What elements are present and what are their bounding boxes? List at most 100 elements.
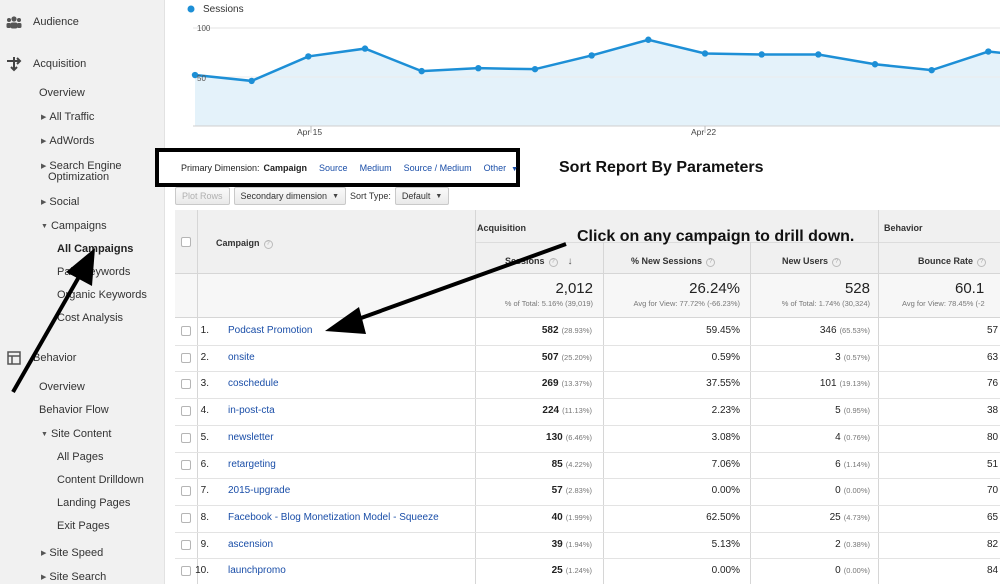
select-all-checkbox[interactable] [181,237,191,247]
sidebar-item-all-traffic[interactable]: ▶ All Traffic [41,111,94,124]
sessions-point[interactable] [305,53,312,60]
campaign-link[interactable]: 2015-upgrade [228,485,291,497]
row-checkbox[interactable] [181,512,191,523]
campaign-link[interactable]: ascension [228,538,274,550]
help-icon[interactable]: ? [977,258,987,267]
campaign-link[interactable]: onsite [228,351,255,363]
sessions-point[interactable] [361,45,369,52]
help-icon[interactable]: ? [706,258,716,267]
group-header-acquisition: Acquisition [477,223,526,233]
sidebar-item-site-search[interactable]: ▶ Site Search [41,571,106,584]
campaign-link[interactable]: in-post-cta [228,405,275,417]
sessions-point[interactable] [531,65,539,73]
sessions-point[interactable] [985,48,992,55]
sort-type-dropdown[interactable]: Default ▼ [394,187,450,205]
sidebar-item-landing-pages[interactable]: Landing Pages [57,497,131,509]
row-number: 1. [200,325,209,336]
sessions-point[interactable] [248,77,255,85]
sessions-point[interactable] [191,71,199,79]
row-checkbox[interactable] [181,406,191,417]
campaign-link[interactable]: launchpromo [228,565,286,577]
col-header-new-sessions[interactable]: % New Sessions? [631,256,716,267]
sidebar-item-organic-keywords[interactable]: Organic Keywords [57,289,147,301]
row-checkbox[interactable] [181,326,191,336]
cell-bounce-rate: 80 [987,431,999,443]
primary-dimension-source-medium[interactable]: Source / Medium [403,162,472,173]
sidebar-item-campaigns[interactable]: ▼ Campaigns [41,220,107,233]
campaign-link[interactable]: retargeting [228,458,276,470]
row-checkbox[interactable] [181,432,191,443]
primary-dimension-current[interactable]: Campaign [263,162,308,173]
plot-rows-button[interactable]: Plot Rows [175,187,230,205]
sidebar-item-social[interactable]: ▶ Social [41,196,79,209]
sidebar-item-site-content[interactable]: ▼ Site Content [41,428,111,441]
col-header-campaign[interactable]: Campaign? [216,238,273,249]
col-header-new-users[interactable]: New Users? [782,256,842,267]
primary-dimension-other[interactable]: Other ▼ [484,163,518,173]
sessions-value: 582 [541,325,559,336]
sidebar-label-audience: Audience [33,16,79,28]
help-icon[interactable]: ? [832,258,842,267]
sessions-point[interactable] [815,51,822,58]
sidebar-item-overview[interactable]: Overview [39,87,85,99]
expand-triangle-icon: ▶ [41,138,47,145]
sidebar-item-all-campaigns[interactable]: All Campaigns [57,243,134,255]
campaign-table: Campaign? Acquisition Behavior Sessions?… [175,210,1000,584]
col-line [197,210,198,584]
sessions-point[interactable] [418,67,425,75]
sessions-point[interactable] [475,64,482,72]
row-checkbox[interactable] [181,352,191,363]
cell-sessions: 582 (28.93%) [542,325,592,336]
sidebar-item-all-pages[interactable]: All Pages [57,451,104,463]
sidebar-item-behavior-overview[interactable]: Overview [39,381,85,393]
sidebar-item-paid-keywords[interactable]: Paid Keywords [57,266,131,278]
campaign-link[interactable]: Facebook - Blog Monetization Model - Squ… [228,511,439,523]
row-checkbox[interactable] [181,539,191,550]
sidebar-item-content-drilldown[interactable]: Content Drilldown [57,474,144,486]
people-icon [6,14,22,30]
sessions-point[interactable] [758,51,765,58]
sidebar-item-seo[interactable]: ▶ Search Engine [41,160,122,173]
sidebar-item-behavior-flow[interactable]: Behavior Flow [39,404,109,416]
row-checkbox[interactable] [181,459,191,470]
sidebar-section-behavior[interactable]: Behavior [0,350,76,366]
sidebar-item-adwords[interactable]: ▶ AdWords [41,135,94,148]
expand-triangle-icon: ▶ [41,574,47,581]
sidebar-item-site-speed[interactable]: ▶ Site Speed [41,547,103,560]
cell-new-sessions: 37.55% [706,378,740,390]
sidebar-section-audience[interactable]: Audience [0,14,79,30]
row-checkbox[interactable] [181,566,191,577]
sessions-point[interactable] [588,52,595,59]
sessions-point[interactable] [871,61,879,68]
campaign-link[interactable]: newsletter [228,431,274,443]
primary-dimension-source[interactable]: Source [319,162,348,173]
total-sessions-sub: % of Total: 5.16% (39,019) [504,299,593,308]
cell-bounce-rate: 63 [987,351,999,363]
chevron-down-icon: ▼ [511,165,519,173]
primary-dimension-medium[interactable]: Medium [359,162,392,173]
sessions-value: 130 [546,431,563,443]
sidebar-item-cost-analysis[interactable]: Cost Analysis [57,312,124,324]
help-icon[interactable]: ? [263,240,273,249]
row-checkbox[interactable] [181,486,191,497]
new-users-percent: (19.13%) [839,379,870,389]
sessions-point[interactable] [701,50,709,57]
campaign-link[interactable]: coschedule [228,378,279,390]
sidebar-section-acquisition[interactable]: Acquisition [0,56,86,72]
col-header-bounce-rate[interactable]: Bounce Rate? [918,256,987,267]
help-icon[interactable]: ? [548,258,558,267]
sessions-point[interactable] [645,36,652,43]
total-new-users: 528 [844,280,870,297]
secondary-dimension-label: Secondary dimension [240,191,328,201]
sessions-point[interactable] [928,66,935,74]
chevron-down-icon: ▼ [332,192,340,200]
row-divider [175,531,1000,533]
sidebar-item-exit-pages[interactable]: Exit Pages [57,520,110,532]
secondary-dimension-dropdown[interactable]: Secondary dimension ▼ [233,187,347,205]
sort-desc-arrow-icon[interactable]: ↓ [567,256,573,267]
col-header-sessions[interactable]: Sessions? ↓ [505,256,573,267]
campaign-link[interactable]: Podcast Promotion [228,325,313,336]
cell-sessions: 40 (1.99%) [552,512,592,523]
acquisition-arrows-icon [6,56,22,72]
row-checkbox[interactable] [181,379,191,390]
